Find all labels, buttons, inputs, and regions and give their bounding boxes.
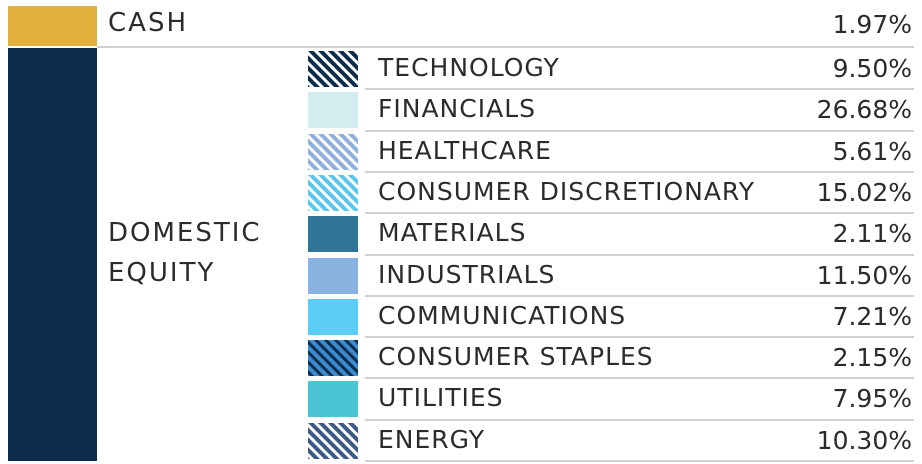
materials-label: MATERIALS [378,218,527,248]
technology-value: 9.50% [832,54,912,83]
utilities-swatch [308,381,358,418]
domestic-equity-label-line1: DOMESTIC [108,218,262,248]
cash-divider [97,46,914,48]
financials-value: 26.68% [816,95,912,125]
healthcare-value: 5.61% [832,136,912,166]
healthcare-swatch [308,133,358,170]
industrials-swatch [308,257,358,294]
materials-swatch [308,216,358,253]
cash-label: CASH [108,8,188,38]
energy-swatch [308,422,358,459]
cash-value: 1.97% [832,10,912,39]
communications-value: 7.21% [832,301,912,331]
consumer-staples-swatch [308,340,358,377]
financials-divider [365,129,914,132]
healthcare-label: HEALTHCARE [378,135,552,165]
technology-swatch [308,51,358,87]
consumer-discretionary-label: CONSUMER DISCRETIONARY [378,176,755,206]
energy-value: 10.30% [816,425,912,455]
materials-value: 2.11% [832,219,912,249]
industrials-divider [365,294,914,297]
energy-divider [365,460,914,462]
communications-swatch [308,298,358,335]
utilities-divider [365,418,914,421]
consumer-discretionary-swatch [308,174,358,211]
domestic-equity-label-line2: EQUITY [108,258,216,288]
consumer-discretionary-value: 15.02% [816,177,912,207]
financials-label: FINANCIALS [378,94,536,124]
financials-swatch [308,92,358,129]
utilities-value: 7.95% [832,384,912,414]
consumer-staples-divider [365,377,914,380]
consumer-staples-value: 2.15% [832,343,912,373]
cash-color-bar [8,6,97,46]
technology-divider [365,88,914,91]
technology-label: TECHNOLOGY [378,53,560,82]
industrials-label: INDUSTRIALS [378,259,556,289]
communications-divider [365,336,914,339]
communications-label: COMMUNICATIONS [378,300,627,330]
energy-label: ENERGY [378,424,486,454]
industrials-value: 11.50% [816,260,912,290]
consumer-discretionary-divider [365,212,914,215]
healthcare-divider [365,170,914,173]
utilities-label: UTILITIES [378,383,504,413]
domestic-equity-color-bar [8,48,97,461]
consumer-staples-label: CONSUMER STAPLES [378,342,654,372]
materials-divider [365,253,914,256]
